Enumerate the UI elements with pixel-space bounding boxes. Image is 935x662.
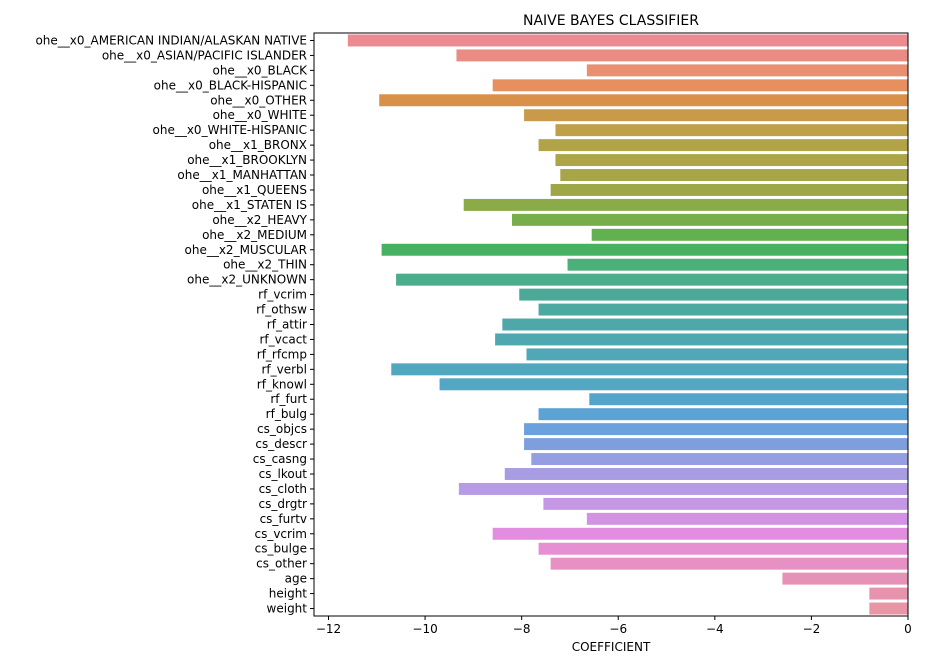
bar-7 bbox=[538, 139, 908, 152]
bar-32 bbox=[586, 512, 908, 525]
y-tick-label-28: cs_casng bbox=[253, 452, 307, 466]
bar-3 bbox=[492, 79, 908, 92]
y-tick-label-34: cs_bulge bbox=[255, 542, 307, 556]
y-tick-label-20: rf_vcact bbox=[259, 332, 307, 346]
y-tick-label-35: cs_other bbox=[256, 557, 307, 571]
bar-36 bbox=[782, 572, 908, 585]
y-tick-label-22: rf_verbl bbox=[261, 362, 307, 376]
bar-27 bbox=[524, 438, 908, 451]
y-tick-label-6: ohe__x0_WHITE-HISPANIC bbox=[153, 123, 308, 137]
bar-4 bbox=[379, 94, 908, 107]
y-tick-label-17: rf_vcrim bbox=[258, 288, 307, 302]
y-tick-label-37: height bbox=[269, 587, 308, 601]
y-tick-label-0: ohe__x0_AMERICAN INDIAN/ALASKAN NATIVE bbox=[35, 33, 307, 47]
bar-22 bbox=[391, 363, 908, 376]
bar-24 bbox=[589, 393, 908, 406]
bar-26 bbox=[524, 423, 908, 436]
bar-14 bbox=[381, 243, 908, 256]
y-tick-label-16: ohe__x2_UNKNOWN bbox=[187, 273, 307, 287]
y-tick-labels: ohe__x0_AMERICAN INDIAN/ALASKAN NATIVEoh… bbox=[35, 33, 314, 616]
bar-28 bbox=[531, 453, 908, 466]
bar-19 bbox=[502, 318, 908, 331]
bar-38 bbox=[869, 602, 908, 615]
y-tick-label-25: rf_bulg bbox=[266, 407, 307, 421]
y-tick-label-30: cs_cloth bbox=[259, 482, 307, 496]
x-tick-label-2: −8 bbox=[513, 622, 531, 636]
y-tick-label-38: weight bbox=[267, 602, 308, 616]
y-tick-label-7: ohe__x1_BRONX bbox=[209, 138, 307, 152]
y-tick-label-27: cs_descr bbox=[255, 437, 307, 451]
bar-18 bbox=[538, 303, 908, 316]
bar-25 bbox=[538, 408, 908, 421]
bar-34 bbox=[538, 542, 908, 555]
y-tick-label-18: rf_othsw bbox=[256, 303, 307, 317]
bar-1 bbox=[456, 49, 908, 62]
y-tick-label-11: ohe__x1_STATEN IS bbox=[192, 198, 307, 212]
bar-30 bbox=[458, 482, 908, 495]
chart-title: NAIVE BAYES CLASSIFIER bbox=[523, 13, 699, 29]
y-tick-label-31: cs_drgtr bbox=[259, 497, 308, 511]
x-tick-label-1: −10 bbox=[412, 622, 437, 636]
y-tick-label-26: cs_objcs bbox=[257, 422, 307, 436]
bar-11 bbox=[463, 198, 908, 211]
y-tick-label-4: ohe__x0_OTHER bbox=[210, 93, 307, 107]
x-ticks: −12 −10 −8 −6 −4 −2 0 bbox=[316, 616, 912, 636]
y-tick-label-1: ohe__x0_ASIAN/PACIFIC ISLANDER bbox=[102, 48, 307, 62]
bar-37 bbox=[869, 587, 908, 600]
bar-10 bbox=[550, 183, 908, 196]
y-tick-label-29: cs_lkout bbox=[259, 467, 308, 481]
x-tick-label-0: −12 bbox=[316, 622, 341, 636]
y-tick-label-12: ohe__x2_HEAVY bbox=[212, 213, 307, 227]
bar-23 bbox=[439, 378, 908, 391]
x-axis-label: COEFFICIENT bbox=[572, 640, 651, 654]
bar-9 bbox=[560, 169, 908, 181]
y-tick-label-24: rf_furt bbox=[270, 392, 307, 406]
y-tick-label-21: rf_rfcmp bbox=[257, 347, 307, 361]
y-tick-label-10: ohe__x1_QUEENS bbox=[202, 183, 307, 197]
bar-2 bbox=[586, 64, 908, 77]
y-tick-label-5: ohe__x0_WHITE bbox=[213, 108, 307, 122]
y-tick-label-33: cs_vcrim bbox=[254, 527, 307, 541]
x-tick-label-3: −6 bbox=[609, 622, 627, 636]
bar-33 bbox=[492, 527, 908, 540]
bar-31 bbox=[543, 497, 908, 510]
x-tick-label-6: 0 bbox=[904, 622, 912, 636]
bars bbox=[347, 34, 908, 615]
bar-8 bbox=[555, 154, 908, 167]
y-tick-label-23: rf_knowl bbox=[257, 377, 307, 391]
bar-12 bbox=[512, 213, 908, 226]
bar-6 bbox=[555, 124, 908, 137]
bar-21 bbox=[526, 348, 908, 361]
bar-20 bbox=[495, 333, 908, 346]
bar-5 bbox=[524, 109, 908, 122]
y-tick-label-32: cs_furtv bbox=[260, 512, 307, 526]
bar-13 bbox=[591, 228, 908, 241]
y-tick-label-8: ohe__x1_BROOKLYN bbox=[187, 153, 307, 167]
y-tick-label-9: ohe__x1_MANHATTAN bbox=[177, 168, 307, 182]
x-tick-label-4: −4 bbox=[706, 622, 724, 636]
y-tick-label-36: age bbox=[285, 572, 307, 586]
bar-29 bbox=[504, 468, 908, 480]
y-tick-label-3: ohe__x0_BLACK-HISPANIC bbox=[154, 78, 307, 92]
y-tick-label-15: ohe__x2_THIN bbox=[223, 258, 307, 272]
y-tick-label-14: ohe__x2_MUSCULAR bbox=[185, 243, 308, 257]
bar-15 bbox=[567, 258, 908, 271]
bar-35 bbox=[550, 557, 908, 570]
y-tick-label-19: rf_attir bbox=[267, 318, 307, 332]
y-tick-label-2: ohe__x0_BLACK bbox=[212, 63, 308, 77]
bar-16 bbox=[396, 273, 908, 286]
bar-0 bbox=[347, 34, 908, 47]
bar-17 bbox=[519, 288, 908, 301]
x-tick-label-5: −2 bbox=[803, 622, 821, 636]
y-tick-label-13: ohe__x2_MEDIUM bbox=[202, 228, 307, 242]
